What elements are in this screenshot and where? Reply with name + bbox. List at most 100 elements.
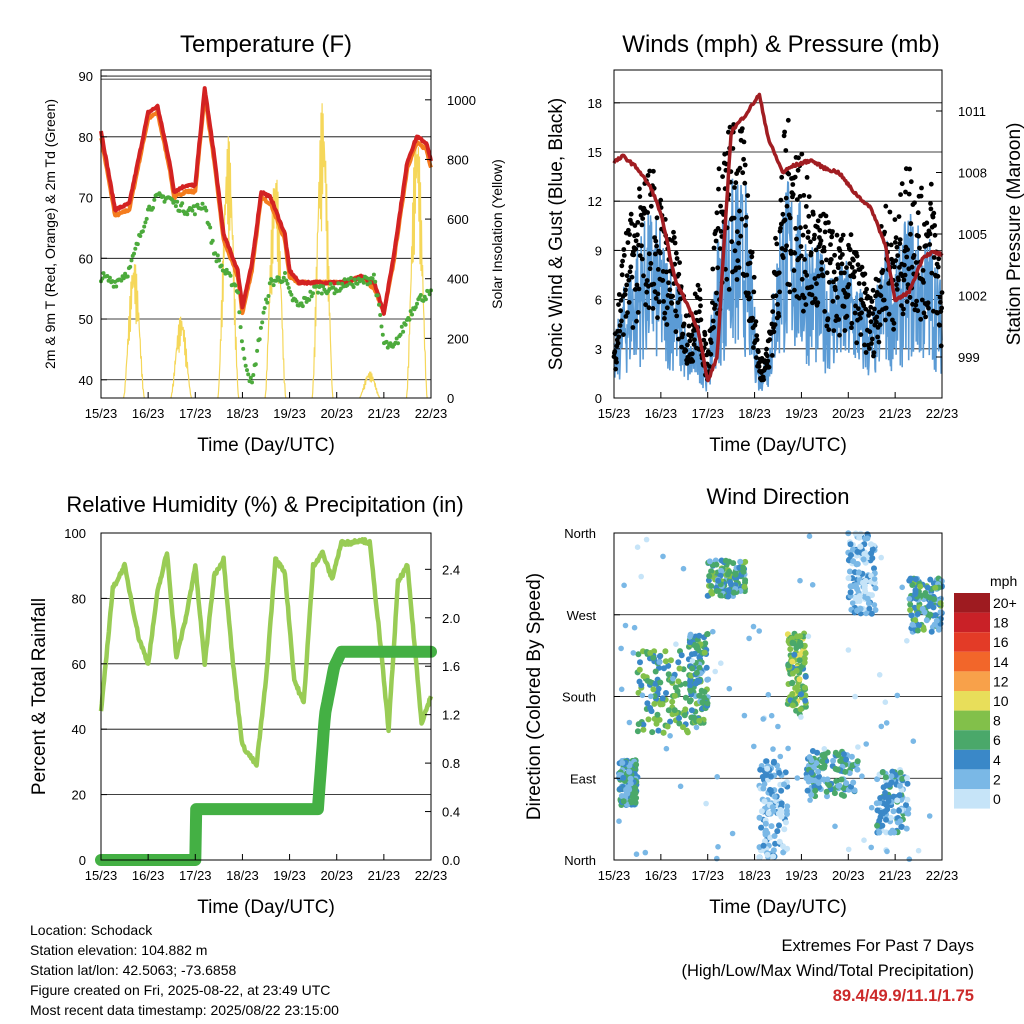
gust-point — [633, 238, 639, 244]
legend-label: 18 — [993, 615, 1009, 631]
direction-point — [655, 727, 662, 734]
gust-point — [650, 306, 656, 311]
gust-point — [646, 251, 652, 257]
gust-point — [937, 322, 942, 328]
gust-point — [882, 229, 887, 235]
direction-point — [631, 624, 638, 631]
legend-label: 10 — [993, 693, 1009, 709]
gust-point — [784, 203, 790, 209]
gust-point — [906, 191, 912, 197]
gust-point — [870, 287, 876, 293]
gust-point — [795, 167, 801, 173]
direction-point — [644, 700, 651, 707]
direction-point — [639, 692, 646, 699]
direction-point — [907, 607, 914, 613]
gust-point — [716, 166, 722, 172]
direction-point — [647, 679, 654, 685]
rh-ytick-label: 40 — [72, 722, 86, 737]
gust-point — [917, 245, 922, 251]
gust-point — [927, 231, 933, 237]
precip-ytick-label: 0.8 — [442, 756, 460, 771]
direction-point — [687, 678, 694, 684]
gust-point — [674, 313, 680, 319]
gust-point — [874, 314, 880, 320]
gust-point — [654, 243, 659, 249]
gust-point — [803, 302, 809, 307]
gust-point — [625, 310, 630, 316]
gust-point — [836, 317, 842, 322]
direction-point — [633, 761, 640, 768]
dewpoint-point — [294, 299, 299, 304]
direction-point — [771, 833, 778, 839]
temp-title: Temperature (F) — [180, 31, 352, 58]
dewpoint-point — [208, 225, 213, 230]
gust-point — [664, 322, 670, 327]
gust-point — [696, 309, 702, 315]
dewpoint-point — [319, 291, 324, 296]
gust-point — [623, 287, 628, 293]
gust-point — [616, 334, 622, 340]
gust-point — [814, 281, 819, 287]
gust-point — [781, 133, 787, 139]
dewpoint-point — [125, 274, 130, 279]
dewpoint-point — [267, 281, 272, 286]
gust-point — [904, 254, 910, 260]
direction-point — [869, 555, 876, 562]
direction-point — [863, 610, 870, 617]
dewpoint-point — [396, 341, 400, 346]
gust-point — [915, 308, 921, 314]
direction-point — [915, 847, 922, 854]
gust-point — [845, 292, 851, 298]
gust-point — [644, 278, 650, 283]
gust-point — [928, 181, 934, 187]
direction-point — [802, 673, 809, 680]
rh-xtick-label: 19/23 — [273, 868, 306, 883]
gust-point — [831, 269, 837, 275]
direction-point — [760, 785, 767, 792]
direction-point — [621, 582, 627, 589]
direction-point — [724, 571, 731, 578]
direction-point — [750, 623, 757, 630]
gust-point — [930, 214, 936, 220]
gust-point — [878, 284, 883, 290]
legend-label: 16 — [993, 634, 1009, 650]
gust-point — [862, 342, 867, 348]
gust-point — [911, 253, 917, 258]
gust-point — [707, 364, 712, 369]
direction-point — [909, 582, 916, 588]
gust-point — [826, 279, 832, 285]
gust-point — [658, 197, 664, 203]
precip-ytick-label: 2.4 — [442, 562, 460, 577]
direction-point — [857, 543, 864, 550]
direction-point — [903, 825, 910, 832]
gust-point — [935, 264, 941, 270]
gust-point — [777, 289, 782, 295]
gust-point — [799, 276, 805, 282]
dewpoint-point — [375, 293, 380, 298]
gust-point — [840, 252, 845, 257]
gust-point — [921, 310, 927, 316]
gust-point — [812, 232, 817, 238]
gust-point — [907, 294, 913, 300]
direction-point — [868, 541, 874, 548]
direction-point — [688, 707, 695, 714]
gust-point — [751, 345, 756, 350]
solar-insolation-trace — [358, 371, 381, 399]
direction-point — [774, 828, 781, 835]
gust-point — [643, 302, 648, 308]
direction-point — [887, 814, 894, 821]
gust-point — [916, 233, 921, 239]
gust-point — [800, 232, 806, 238]
direction-point — [797, 642, 804, 649]
gust-point — [871, 350, 877, 355]
gust-point — [828, 257, 834, 262]
direction-point — [635, 721, 642, 728]
direction-point — [794, 775, 801, 781]
direction-point — [883, 782, 890, 789]
gust-point — [919, 297, 925, 303]
direction-point — [678, 652, 685, 659]
pressure-ytick-label: 1002 — [958, 289, 987, 304]
dewpoint-point — [261, 310, 266, 315]
temp-ylabel-left: 2m & 9m T (Red, Orange) & 2m Td (Green) — [42, 99, 58, 369]
direction-point — [781, 826, 788, 833]
